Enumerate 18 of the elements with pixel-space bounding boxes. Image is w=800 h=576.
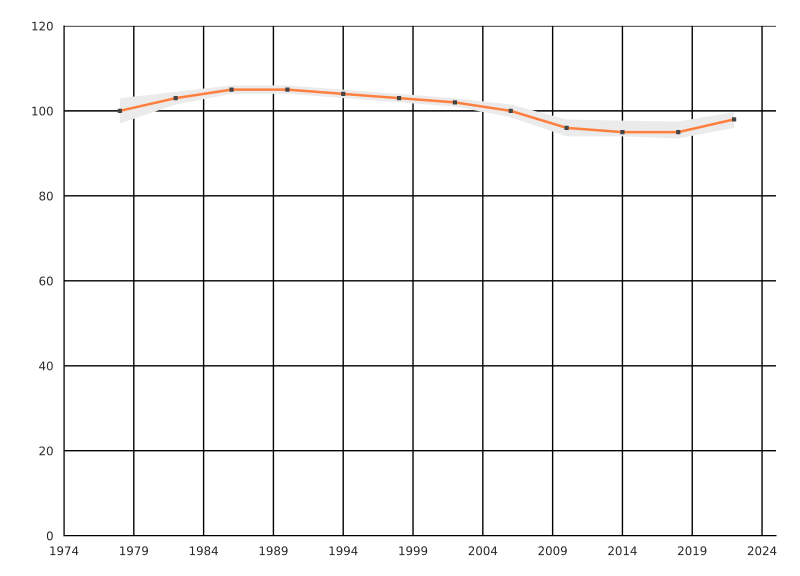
x-tick-label: 2024 — [748, 546, 776, 556]
x-tick-label: 1974 — [50, 546, 78, 556]
x-tick-label: 1999 — [399, 546, 428, 556]
x-tick-label: 1989 — [260, 546, 288, 556]
x-tick-label: 2004 — [468, 546, 498, 556]
y-tick-label: 0 — [46, 531, 53, 540]
y-tick-label: 80 — [39, 192, 53, 200]
x-tick-label: 2019 — [678, 546, 706, 556]
x-tick-label: 1979 — [120, 546, 148, 556]
x-tick-label: 2014 — [608, 546, 637, 556]
y-tick-label: 40 — [39, 361, 53, 370]
y-tick-label: 100 — [32, 106, 53, 116]
x-tick-label: 1994 — [329, 546, 358, 556]
y-tick-label: 120 — [32, 22, 53, 31]
y-tick-label: 60 — [39, 276, 53, 286]
x-tick-label: 2009 — [538, 546, 567, 556]
y-tick-label: 20 — [39, 446, 53, 456]
x-tick-label: 1984 — [190, 546, 218, 556]
